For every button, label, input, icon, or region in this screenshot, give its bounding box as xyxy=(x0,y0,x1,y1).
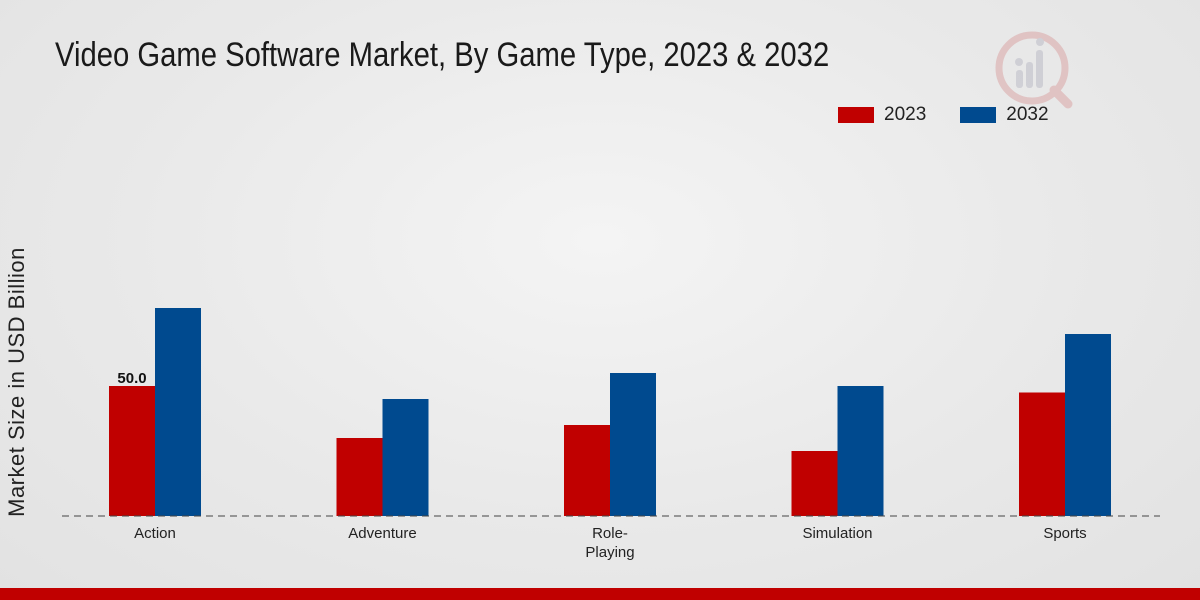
legend-item-2023: 2023 xyxy=(838,104,926,126)
bar-2023-action xyxy=(109,386,155,516)
legend-label-2023: 2023 xyxy=(884,104,927,125)
x-tick-label-sports: Sports xyxy=(1043,525,1086,542)
x-tick-label-simulation: Simulation xyxy=(802,525,872,542)
x-tick-label-roleplaying: Role-Playing xyxy=(585,525,634,561)
legend-label-2032: 2032 xyxy=(1006,104,1049,125)
data-label-2023-0: 50.0 xyxy=(117,370,146,387)
legend-swatch-2023 xyxy=(838,107,874,123)
chart-title: Video Game Software Market, By Game Type… xyxy=(55,36,830,74)
legend-item-2032: 2032 xyxy=(960,104,1049,126)
bar-2032-roleplaying xyxy=(610,373,656,516)
bar-2023-roleplaying xyxy=(564,425,610,516)
bar-2032-sports xyxy=(1065,334,1111,516)
bar-2032-action xyxy=(155,308,201,516)
bar-2023-sports xyxy=(1019,392,1065,516)
bar-2023-adventure xyxy=(336,438,383,516)
x-tick-label-action: Action xyxy=(134,525,176,542)
bar-2032-adventure xyxy=(382,399,429,516)
accent-bottom-bar xyxy=(0,588,1200,600)
x-tick-label-adventure: Adventure xyxy=(348,525,416,542)
bar-2023-simulation xyxy=(791,451,838,516)
legend-swatch-2032 xyxy=(960,107,997,123)
bar-2032-simulation xyxy=(837,386,884,516)
brand-logo-icon xyxy=(995,31,1073,109)
chart-legend: 2023 2032 xyxy=(838,104,1083,126)
